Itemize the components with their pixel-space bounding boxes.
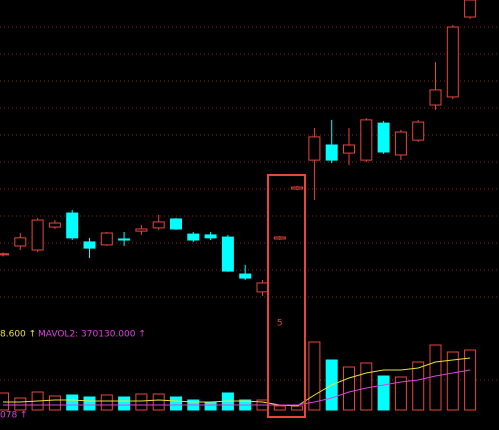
highlight-box [267,174,306,418]
legend-entry: MAVOL2: 370130.000 ↑ [38,330,146,340]
volume-bar [360,362,373,411]
candle-body [446,26,459,98]
volume-bar [14,397,27,411]
candle-body [170,218,182,230]
candle-body [273,236,286,240]
volume-bar [429,344,442,411]
candle-body [204,234,217,239]
candle-body [135,228,148,232]
candle-body [221,236,234,272]
candle-body [464,0,477,18]
candle-body [118,238,131,241]
volume-bar [204,401,217,411]
candle-body [100,232,113,246]
candle-body [14,237,27,247]
candle-body [187,233,200,241]
candle-body [291,186,304,190]
volume-bar [394,376,407,411]
volume-bar [152,393,165,411]
volume-bar [377,375,390,411]
legend-entry: 8.600 ↑ [0,330,36,340]
volume-bar [83,396,96,411]
candle-body [412,121,425,141]
volume-bar [291,405,304,411]
volume-bar [66,394,79,411]
volume-bar [343,366,355,411]
candle-body [360,119,373,161]
volume-bar [170,396,182,411]
volume-bar [464,349,477,411]
candle-body [256,282,269,293]
candle-body [83,241,96,249]
candle-body [394,131,407,156]
candle-body [66,212,79,239]
candle-body [377,122,390,153]
volume-bar [412,361,425,411]
volume-bar [48,395,61,411]
candle-body [343,144,355,154]
volume-bar [135,393,148,411]
candle-body [0,253,9,256]
candle-body [325,144,338,161]
footer-label: 078 ↑ [0,411,28,421]
candle-body [48,222,61,228]
volume-bar [446,351,459,411]
volume-bar [100,394,113,411]
volume-bar [118,396,131,411]
volume-bar [273,405,286,411]
volume-bar [308,341,321,411]
annotation: 5 [277,319,283,329]
candle-body [31,219,44,251]
ma-line [3,357,471,407]
ma-line [3,369,471,406]
candle-body [308,136,321,161]
candle-body [152,221,165,229]
candle-body [239,273,252,279]
candle-body [429,89,442,106]
